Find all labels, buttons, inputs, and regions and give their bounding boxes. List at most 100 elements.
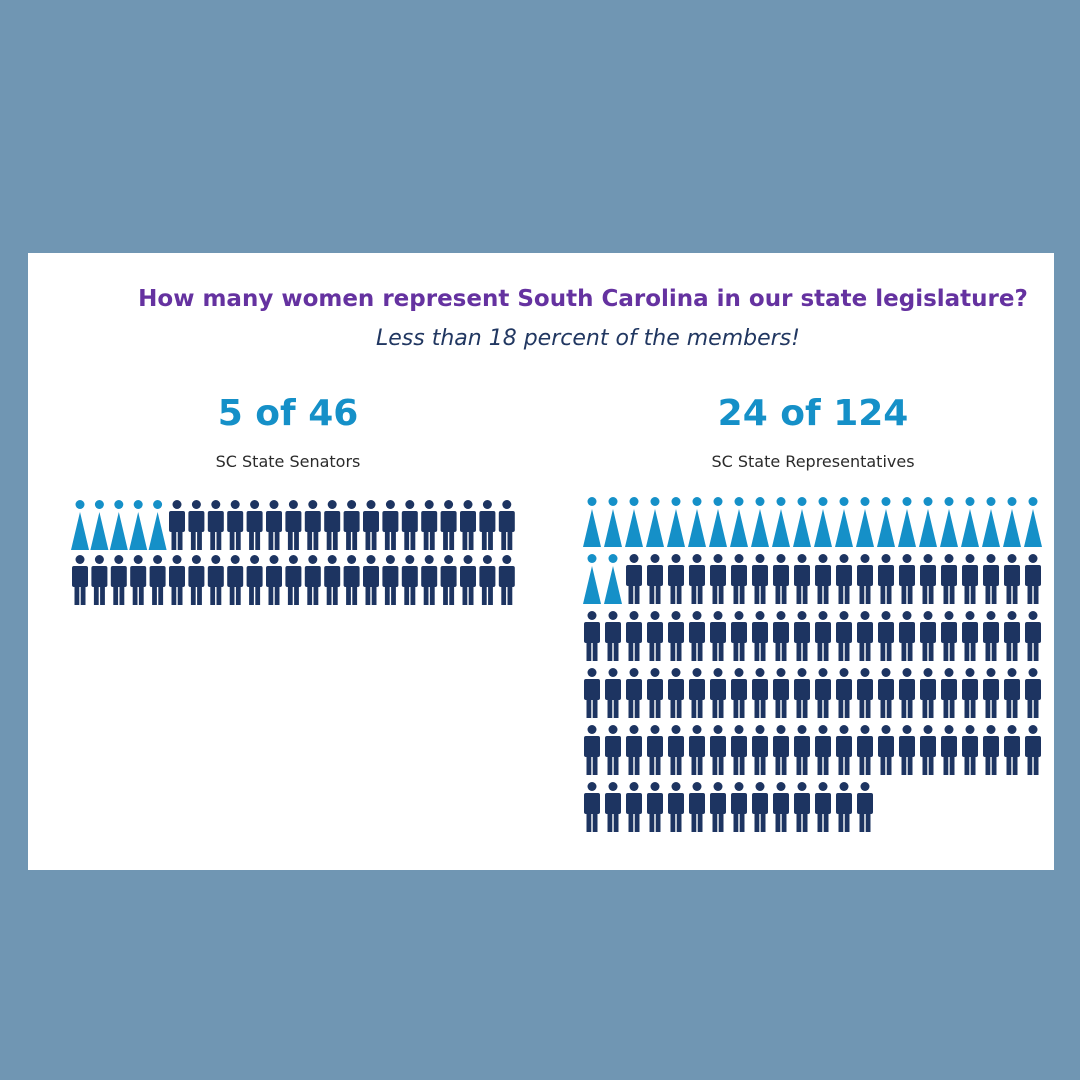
woman-icon [148,500,167,550]
man-icon [899,668,915,718]
man-icon [920,725,936,775]
man-icon [962,668,978,718]
man-icon [689,554,705,604]
woman-icon [793,497,811,547]
man-icon [731,782,747,832]
man-icon [773,554,789,604]
man-icon [207,500,224,550]
man-icon [626,725,642,775]
man-icon [266,500,282,550]
man-icon [207,555,224,605]
man-icon [899,611,915,661]
man-icon [647,782,663,832]
man-icon [773,611,789,661]
woman-icon [71,500,89,550]
woman-icon [940,497,958,547]
man-icon [324,500,341,550]
man-icon [731,611,747,661]
man-icon [1025,611,1041,661]
man-icon [815,725,831,775]
woman-icon [835,497,853,547]
man-icon [1025,725,1041,775]
man-icon [498,500,515,550]
man-icon [626,782,642,832]
man-icon [401,555,418,605]
woman-icon [583,554,601,604]
man-icon [130,555,147,605]
man-icon [304,555,321,605]
man-icon [941,554,957,604]
woman-icon [1024,497,1042,547]
man-icon [626,554,642,604]
man-icon [752,668,768,718]
woman-icon [961,497,979,547]
man-icon [626,668,642,718]
man-icon [710,725,726,775]
woman-icon [709,497,727,547]
man-icon [647,611,663,661]
man-icon [1004,611,1020,661]
man-icon [1004,668,1020,718]
man-icon [773,782,789,832]
man-icon [647,725,663,775]
woman-icon [667,497,685,547]
representatives-pictogram [583,497,1042,832]
man-icon [246,500,263,550]
man-icon [1025,554,1041,604]
man-icon [169,555,185,605]
man-icon [752,725,768,775]
man-icon [857,782,873,832]
man-icon [304,500,321,550]
man-icon [794,782,810,832]
woman-icon [898,497,916,547]
man-icon [382,500,399,550]
man-icon [343,500,360,550]
man-icon [72,555,88,605]
man-icon [605,668,621,718]
man-icon [227,500,244,550]
man-icon [941,668,957,718]
man-icon [343,555,360,605]
man-icon [91,555,108,605]
man-icon [710,611,726,661]
chart-title: How many women represent South Carolina … [138,286,1028,312]
man-icon [188,500,205,550]
man-icon [962,611,978,661]
man-icon [857,611,873,661]
man-icon [689,782,705,832]
woman-icon [604,497,622,547]
man-icon [605,611,621,661]
man-icon [605,725,621,775]
woman-icon [129,500,148,550]
man-icon [668,725,684,775]
man-icon [878,725,894,775]
man-icon [382,555,399,605]
man-icon [878,611,894,661]
man-icon [794,668,810,718]
senators-label: SC State Senators [215,452,361,471]
man-icon [421,555,438,605]
man-icon [266,555,282,605]
senators-pictogram [71,500,515,605]
man-icon [836,782,852,832]
man-icon [149,555,166,605]
representatives-count: 24 of 124 [717,393,909,434]
man-icon [731,725,747,775]
man-icon [363,500,379,550]
representatives-label: SC State Representatives [711,452,915,471]
man-icon [460,555,476,605]
woman-icon [688,497,706,547]
man-icon [836,554,852,604]
man-icon [962,725,978,775]
man-icon [324,555,341,605]
man-icon [731,668,747,718]
man-icon [479,500,496,550]
man-icon [983,725,999,775]
man-icon [421,500,438,550]
man-icon [815,611,831,661]
man-icon [920,668,936,718]
man-icon [710,668,726,718]
man-icon [983,668,999,718]
man-icon [285,500,302,550]
man-icon [752,554,768,604]
